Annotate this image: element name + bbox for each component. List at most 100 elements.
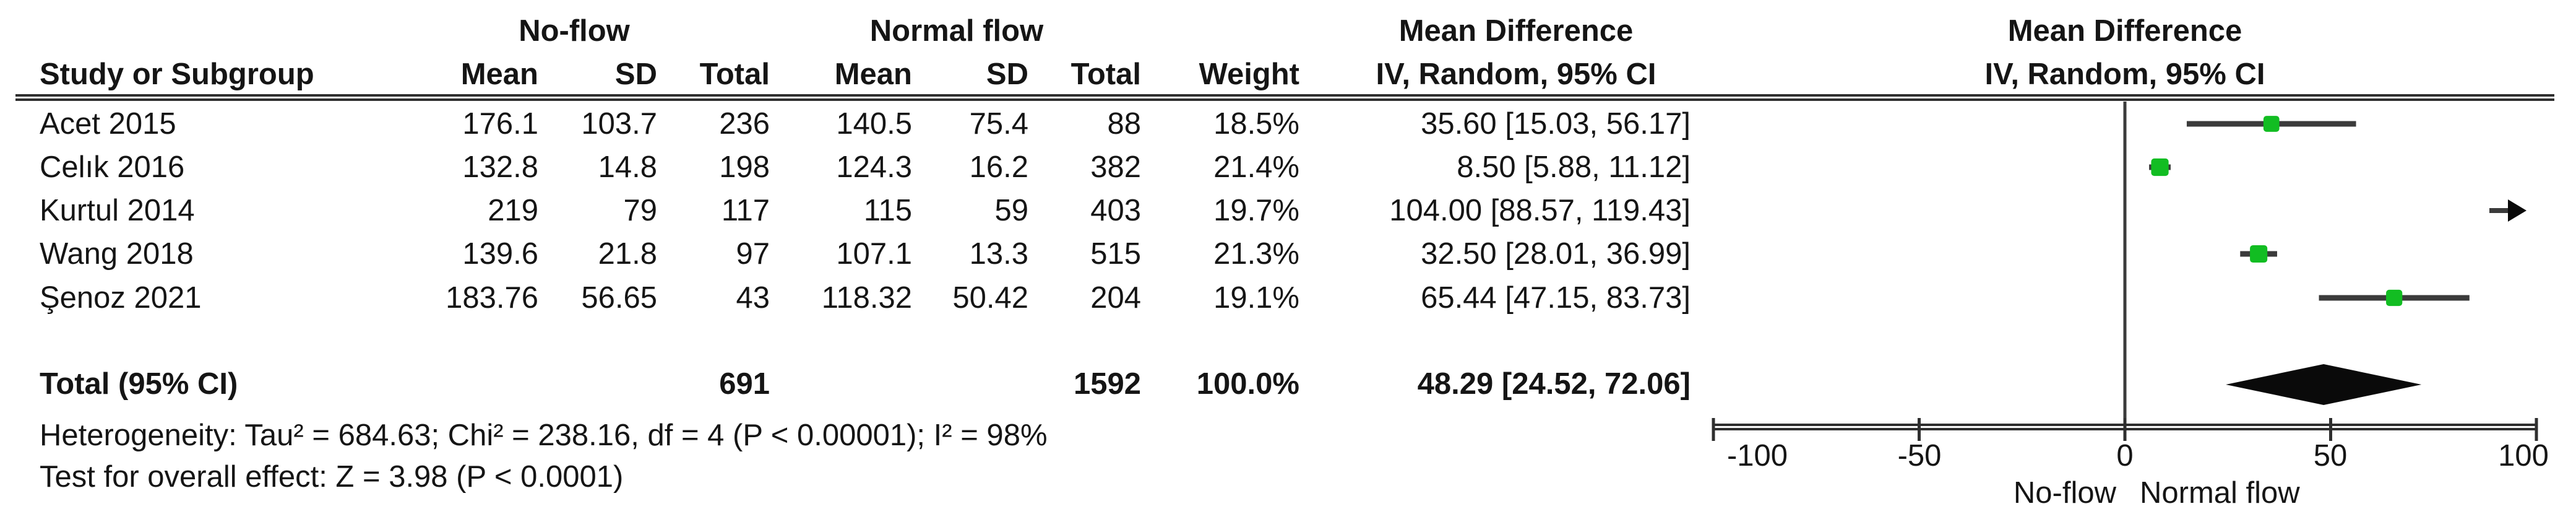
effect-header-plot-line2: IV, Random, 95% CI <box>1984 58 2265 91</box>
sd2-cell: 13.3 <box>969 237 1028 271</box>
weight-cell: 21.3% <box>1213 237 1299 271</box>
ci-arrow-shaft <box>2489 208 2510 213</box>
total-label: Total (95% CI) <box>40 367 238 401</box>
weight-column-header: Weight <box>1199 58 1299 91</box>
mean2-cell: 107.1 <box>836 237 912 271</box>
total1-column-header: Total <box>699 58 770 91</box>
sd1-cell: 103.7 <box>581 107 657 141</box>
mean2-cell: 115 <box>863 194 912 227</box>
mean2-column-header: Mean <box>834 58 912 91</box>
tick-label: -100 <box>1726 439 1788 473</box>
group-header-row: No-flow Normal flow Mean Difference Mean… <box>0 13 2576 49</box>
weight-cell: 19.7% <box>1213 194 1299 227</box>
total-diamond <box>2226 364 2422 405</box>
sd2-cell: 75.4 <box>969 107 1028 141</box>
table-row: Wang 2018 139.6 21.8 97 107.1 13.3 515 2… <box>0 236 2576 272</box>
total2-cell: 204 <box>1090 281 1141 315</box>
group2-header: Normal flow <box>869 14 1044 48</box>
ci-cell: 32.50 [28.01, 36.99] <box>1421 237 1691 271</box>
ci-cell: 104.00 [88.57, 119.43] <box>1389 194 1691 227</box>
effect-header-plot-line1: Mean Difference <box>2007 14 2242 48</box>
total-weight-cell: 100.0% <box>1196 367 1299 401</box>
mean2-cell: 118.32 <box>821 281 912 315</box>
study-name: Şenoz 2021 <box>40 281 202 315</box>
total-row: Total (95% CI) 691 1592 100.0% 48.29 [24… <box>0 366 2576 402</box>
sd2-cell: 50.42 <box>952 281 1028 315</box>
total1-cell: 236 <box>719 107 770 141</box>
table-row: Kurtul 2014 219 79 117 115 59 403 19.7% … <box>0 193 2576 229</box>
sd2-column-header: SD <box>986 58 1028 91</box>
sd2-cell: 16.2 <box>969 150 1028 184</box>
heterogeneity-text: Heterogeneity: Tau² = 684.63; Chi² = 238… <box>40 419 1048 452</box>
total2-cell: 403 <box>1090 194 1141 227</box>
sd1-cell: 56.65 <box>581 281 657 315</box>
sd2-cell: 59 <box>994 194 1028 227</box>
ci-arrow-head <box>2508 199 2526 222</box>
sd1-cell: 14.8 <box>598 150 657 184</box>
total1-cell: 97 <box>736 237 770 271</box>
sd1-column-header: SD <box>614 58 657 91</box>
axis-tick <box>2535 418 2538 441</box>
total-ci-cell: 48.29 [24.52, 72.06] <box>1417 367 1691 401</box>
ci-cell: 8.50 [5.88, 11.12] <box>1457 150 1691 184</box>
mean1-cell: 132.8 <box>462 150 538 184</box>
tick-label: -50 <box>1897 439 1942 473</box>
ci-cell: 35.60 [15.03, 56.17] <box>1421 107 1691 141</box>
total1-cell: 117 <box>721 194 770 227</box>
weight-cell: 18.5% <box>1213 107 1299 141</box>
axis-tick <box>2123 418 2127 441</box>
total1-sum-cell: 691 <box>719 367 770 401</box>
effect-header-table-line2: IV, Random, 95% CI <box>1376 58 1656 91</box>
total2-cell: 88 <box>1107 107 1141 141</box>
point-estimate-marker <box>2386 289 2403 307</box>
study-column-header: Study or Subgroup <box>40 58 314 91</box>
tick-label: 0 <box>2116 439 2134 473</box>
table-row: Celık 2016 132.8 14.8 198 124.3 16.2 382… <box>0 149 2576 185</box>
study-name: Kurtul 2014 <box>40 194 195 227</box>
overall-effect-row: Test for overall effect: Z = 3.98 (P < 0… <box>0 459 2576 495</box>
mean1-cell: 176.1 <box>462 107 538 141</box>
table-row: Acet 2015 176.1 103.7 236 140.5 75.4 88 … <box>0 106 2576 142</box>
mean2-cell: 140.5 <box>836 107 912 141</box>
total2-sum-cell: 1592 <box>1073 367 1141 401</box>
table-row: Şenoz 2021 183.76 56.65 43 118.32 50.42 … <box>0 280 2576 316</box>
mean1-column-header: Mean <box>460 58 538 91</box>
total2-cell: 515 <box>1090 237 1141 271</box>
study-name: Wang 2018 <box>40 237 194 271</box>
total1-cell: 43 <box>736 281 770 315</box>
axis-tick-labels: -100 -50 0 50 100 <box>0 438 2576 474</box>
group1-header: No-flow <box>519 14 630 48</box>
sd1-cell: 21.8 <box>598 237 657 271</box>
total2-column-header: Total <box>1070 58 1141 91</box>
tick-label: 100 <box>2498 439 2549 473</box>
overall-effect-text: Test for overall effect: Z = 3.98 (P < 0… <box>40 460 624 494</box>
mean2-cell: 124.3 <box>836 150 912 184</box>
axis-tick <box>2329 418 2332 441</box>
total2-cell: 382 <box>1090 150 1141 184</box>
heterogeneity-row: Heterogeneity: Tau² = 684.63; Chi² = 238… <box>0 417 2576 453</box>
header-rule <box>15 94 2554 97</box>
sd1-cell: 79 <box>623 194 657 227</box>
zero-line <box>2123 102 2127 429</box>
column-header-row: Study or Subgroup Mean SD Total Mean SD … <box>0 56 2576 92</box>
axis-caption-left: No-flow <box>2013 476 2116 510</box>
mean1-cell: 219 <box>488 194 538 227</box>
weight-cell: 21.4% <box>1213 150 1299 184</box>
ci-cell: 65.44 [47.15, 83.73] <box>1421 281 1691 315</box>
header-rule <box>15 98 2554 101</box>
study-name: Acet 2015 <box>40 107 176 141</box>
mean1-cell: 139.6 <box>462 237 538 271</box>
weight-cell: 19.1% <box>1213 281 1299 315</box>
effect-header-table-line1: Mean Difference <box>1398 14 1634 48</box>
point-estimate-marker <box>2250 245 2268 263</box>
point-estimate-marker <box>2151 158 2169 176</box>
axis-tick <box>1712 418 1715 441</box>
point-estimate-marker <box>2263 116 2280 132</box>
tick-label: 50 <box>2313 439 2348 473</box>
total1-cell: 198 <box>719 150 770 184</box>
axis-caption-right: Normal flow <box>2140 476 2300 510</box>
axis-captions: No-flow Normal flow <box>0 475 2576 511</box>
mean1-cell: 183.76 <box>446 281 538 315</box>
